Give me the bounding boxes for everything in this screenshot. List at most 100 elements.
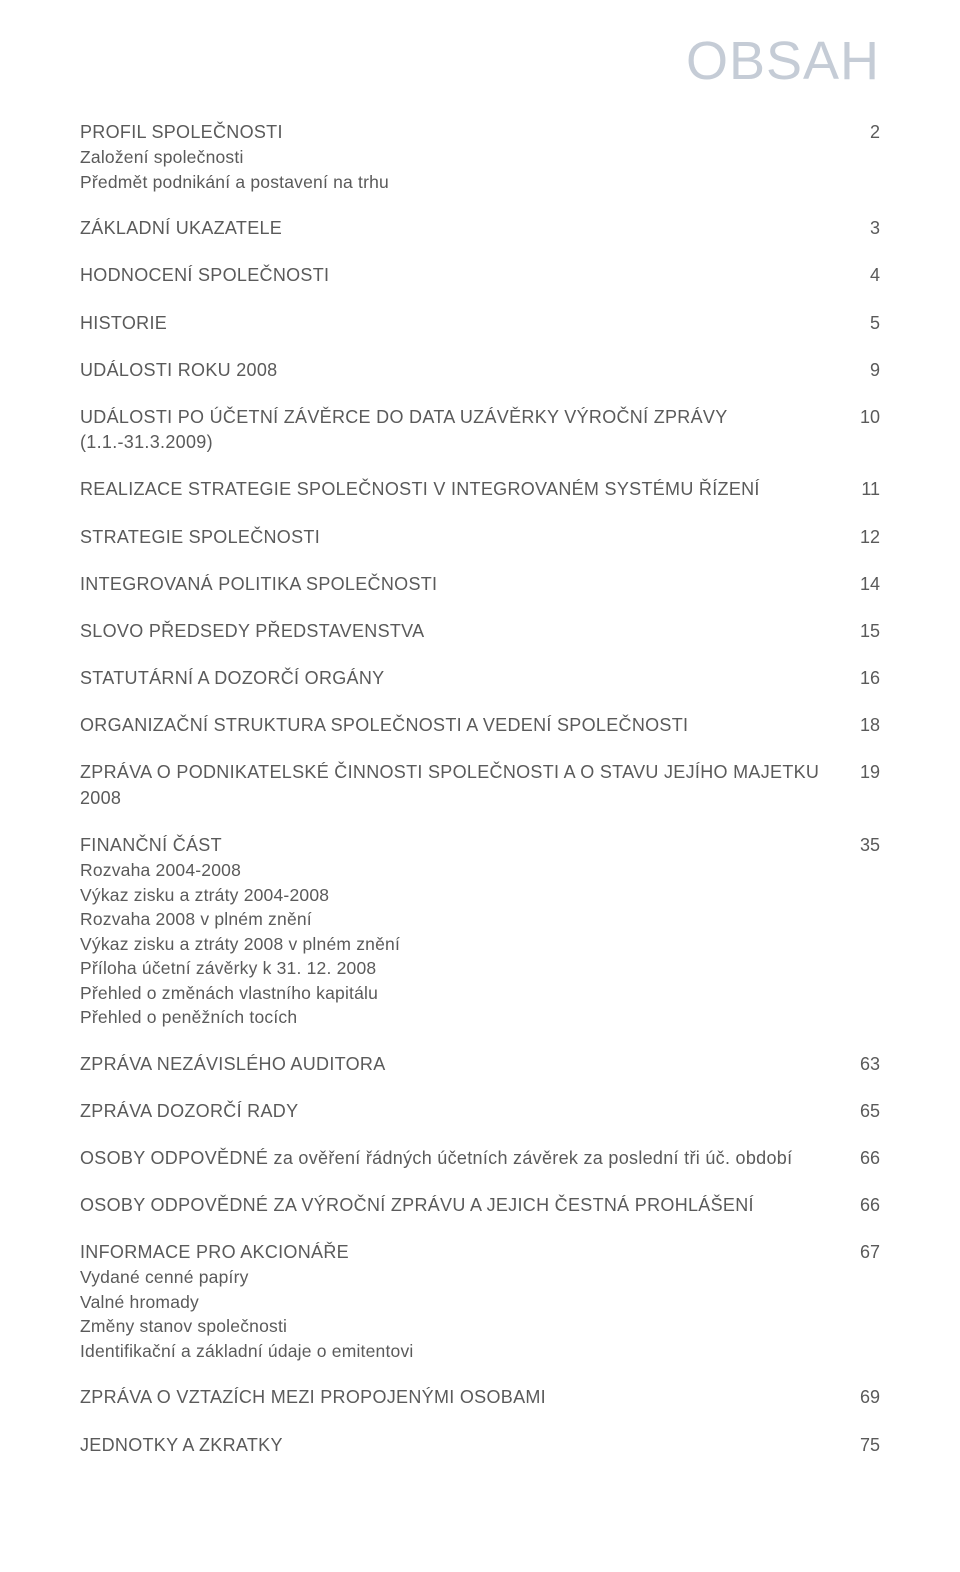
toc-main-label: STATUTÁRNÍ A DOZORČÍ ORGÁNY <box>80 668 384 688</box>
toc-sub-label: Příloha účetní závěrky k 31. 12. 2008 <box>80 956 820 981</box>
toc-label-block: SLOVO PŘEDSEDY PŘEDSTAVENSTVA <box>80 619 840 644</box>
toc-entry: ZPRÁVA NEZÁVISLÉHO AUDITORA 63 <box>80 1052 880 1077</box>
toc-label-block: ZPRÁVA O PODNIKATELSKÉ ČINNOSTI SPOLEČNO… <box>80 760 840 810</box>
toc-page-number: 2 <box>840 120 880 145</box>
toc-main-label: ZÁKLADNÍ UKAZATELE <box>80 218 282 238</box>
toc-label-block: INTEGROVANÁ POLITIKA SPOLEČNOSTI <box>80 572 840 597</box>
toc-sub-label: Výkaz zisku a ztráty 2004-2008 <box>80 883 820 908</box>
toc-entry: ZÁKLADNÍ UKAZATELE 3 <box>80 216 880 241</box>
toc-main-label: ORGANIZAČNÍ STRUKTURA SPOLEČNOSTI A VEDE… <box>80 715 688 735</box>
toc-entry: ZPRÁVA O VZTAZÍCH MEZI PROPOJENÝMI OSOBA… <box>80 1385 880 1410</box>
document-page: OBSAH PROFIL SPOLEČNOSTI Založení společn… <box>0 0 960 1572</box>
toc-page-number: 5 <box>840 311 880 336</box>
toc-sub-label: Rozvaha 2004-2008 <box>80 858 820 883</box>
toc-main-label: UDÁLOSTI PO ÚČETNÍ ZÁVĚRCE DO DATA UZÁVĚ… <box>80 407 727 452</box>
toc-entry: FINANČNÍ ČÁSTRozvaha 2004-2008Výkaz zisk… <box>80 833 880 1030</box>
toc-label-block: HODNOCENÍ SPOLEČNOSTI <box>80 263 840 288</box>
toc-page-number: 65 <box>840 1099 880 1124</box>
toc-label-block: UDÁLOSTI ROKU 2008 <box>80 358 840 383</box>
toc-page-number: 18 <box>840 713 880 738</box>
toc-main-label: REALIZACE STRATEGIE SPOLEČNOSTI V INTEGR… <box>80 479 760 499</box>
toc-entry: ORGANIZAČNÍ STRUKTURA SPOLEČNOSTI A VEDE… <box>80 713 880 738</box>
toc-label-block: JEDNOTKY A ZKRATKY <box>80 1433 840 1458</box>
toc-sub-label: Vydané cenné papíry <box>80 1265 820 1290</box>
toc-page-number: 4 <box>840 263 880 288</box>
toc-entry: OSOBY ODPOVĚDNÉ ZA VÝROČNÍ ZPRÁVU A JEJI… <box>80 1193 880 1218</box>
toc-main-label: HISTORIE <box>80 313 167 333</box>
toc-label-block: INFORMACE PRO AKCIONÁŘE Vydané cenné papí… <box>80 1240 840 1363</box>
toc-entry: JEDNOTKY A ZKRATKY 75 <box>80 1433 880 1458</box>
toc-sub-label: Identifikační a základní údaje o emitent… <box>80 1339 820 1364</box>
toc-main-label: ZPRÁVA DOZORČÍ RADY <box>80 1101 298 1121</box>
toc-label-block: ZÁKLADNÍ UKAZATELE <box>80 216 840 241</box>
toc-main-label: INFORMACE PRO AKCIONÁŘE <box>80 1242 349 1262</box>
toc-main-label: ZPRÁVA NEZÁVISLÉHO AUDITORA <box>80 1054 386 1074</box>
toc-page-number: 12 <box>840 525 880 550</box>
toc-entry: HISTORIE 5 <box>80 311 880 336</box>
toc-label-block: REALIZACE STRATEGIE SPOLEČNOSTI V INTEGR… <box>80 477 840 502</box>
toc-label-block: FINANČNÍ ČÁSTRozvaha 2004-2008Výkaz zisk… <box>80 833 840 1030</box>
toc-entry: UDÁLOSTI ROKU 2008 9 <box>80 358 880 383</box>
toc-main-label: PROFIL SPOLEČNOSTI <box>80 122 283 142</box>
toc-entry: UDÁLOSTI PO ÚČETNÍ ZÁVĚRCE DO DATA UZÁVĚ… <box>80 405 880 455</box>
toc-page-number: 19 <box>840 760 880 785</box>
toc-label-block: ZPRÁVA NEZÁVISLÉHO AUDITORA <box>80 1052 840 1077</box>
toc-entry: OSOBY ODPOVĚDNÉ za ověření řádných účetn… <box>80 1146 880 1171</box>
toc-main-label: UDÁLOSTI ROKU 2008 <box>80 360 277 380</box>
toc-entry: ZPRÁVA O PODNIKATELSKÉ ČINNOSTI SPOLEČNO… <box>80 760 880 810</box>
toc-page-number: 11 <box>840 477 880 502</box>
toc-entry: INTEGROVANÁ POLITIKA SPOLEČNOSTI 14 <box>80 572 880 597</box>
toc-page-number: 75 <box>840 1433 880 1458</box>
toc-label-block: ORGANIZAČNÍ STRUKTURA SPOLEČNOSTI A VEDE… <box>80 713 840 738</box>
toc-entry: STATUTÁRNÍ A DOZORČÍ ORGÁNY 16 <box>80 666 880 691</box>
toc-sub-label: Výkaz zisku a ztráty 2008 v plném znění <box>80 932 820 957</box>
toc-page-number: 69 <box>840 1385 880 1410</box>
toc-sub-label: Přehled o změnách vlastního kapitálu <box>80 981 820 1006</box>
toc-main-label: FINANČNÍ ČÁST <box>80 835 222 855</box>
toc-page-number: 9 <box>840 358 880 383</box>
toc-label-block: UDÁLOSTI PO ÚČETNÍ ZÁVĚRCE DO DATA UZÁVĚ… <box>80 405 840 455</box>
toc-label-block: OSOBY ODPOVĚDNÉ za ověření řádných účetn… <box>80 1146 840 1171</box>
toc-label-block: PROFIL SPOLEČNOSTI Založení společnostiPř… <box>80 120 840 194</box>
toc-page-number: 66 <box>840 1193 880 1218</box>
toc-sub-label: Předmět podnikání a postavení na trhu <box>80 170 820 195</box>
toc-label-block: OSOBY ODPOVĚDNÉ ZA VÝROČNÍ ZPRÁVU A JEJI… <box>80 1193 840 1218</box>
toc-main-label: STRATEGIE SPOLEČNOSTI <box>80 527 320 547</box>
toc-main-label: JEDNOTKY A ZKRATKY <box>80 1435 283 1455</box>
toc-sub-label: Přehled o peněžních tocích <box>80 1005 820 1030</box>
toc-main-label: OSOBY ODPOVĚDNÉ ZA VÝROČNÍ ZPRÁVU A JEJI… <box>80 1195 754 1215</box>
toc-label-block: ZPRÁVA O VZTAZÍCH MEZI PROPOJENÝMI OSOBA… <box>80 1385 840 1410</box>
toc-entry: SLOVO PŘEDSEDY PŘEDSTAVENSTVA 15 <box>80 619 880 644</box>
toc-main-label: SLOVO PŘEDSEDY PŘEDSTAVENSTVA <box>80 621 424 641</box>
toc-page-number: 63 <box>840 1052 880 1077</box>
toc-entry: HODNOCENÍ SPOLEČNOSTI 4 <box>80 263 880 288</box>
toc-entry: STRATEGIE SPOLEČNOSTI 12 <box>80 525 880 550</box>
toc-label-block: STATUTÁRNÍ A DOZORČÍ ORGÁNY <box>80 666 840 691</box>
toc-sub-label: Založení společnosti <box>80 145 820 170</box>
table-of-contents: PROFIL SPOLEČNOSTIZaložení společnostiPř… <box>80 120 880 1458</box>
toc-page-number: 66 <box>840 1146 880 1171</box>
toc-sub-label: Změny stanov společnosti <box>80 1314 820 1339</box>
toc-sub-label: Valné hromady <box>80 1290 820 1315</box>
toc-entry: REALIZACE STRATEGIE SPOLEČNOSTI V INTEGR… <box>80 477 880 502</box>
toc-main-label: ZPRÁVA O PODNIKATELSKÉ ČINNOSTI SPOLEČNO… <box>80 762 819 807</box>
toc-entry: PROFIL SPOLEČNOSTI Založení společnostiPř… <box>80 120 880 194</box>
toc-main-label: OSOBY ODPOVĚDNÉ za ověření řádných účetn… <box>80 1148 792 1168</box>
page-title: OBSAH <box>80 30 880 92</box>
toc-entry: INFORMACE PRO AKCIONÁŘE Vydané cenné papí… <box>80 1240 880 1363</box>
toc-page-number: 35 <box>840 833 880 858</box>
toc-page-number: 16 <box>840 666 880 691</box>
toc-main-label: INTEGROVANÁ POLITIKA SPOLEČNOSTI <box>80 574 437 594</box>
toc-entry: ZPRÁVA DOZORČÍ RADY 65 <box>80 1099 880 1124</box>
toc-page-number: 14 <box>840 572 880 597</box>
toc-label-block: ZPRÁVA DOZORČÍ RADY <box>80 1099 840 1124</box>
toc-page-number: 15 <box>840 619 880 644</box>
toc-sub-label: Rozvaha 2008 v plném znění <box>80 907 820 932</box>
toc-page-number: 10 <box>840 405 880 430</box>
toc-main-label: ZPRÁVA O VZTAZÍCH MEZI PROPOJENÝMI OSOBA… <box>80 1387 546 1407</box>
toc-label-block: HISTORIE <box>80 311 840 336</box>
toc-main-label: HODNOCENÍ SPOLEČNOSTI <box>80 265 329 285</box>
toc-label-block: STRATEGIE SPOLEČNOSTI <box>80 525 840 550</box>
toc-page-number: 3 <box>840 216 880 241</box>
toc-page-number: 67 <box>840 1240 880 1265</box>
